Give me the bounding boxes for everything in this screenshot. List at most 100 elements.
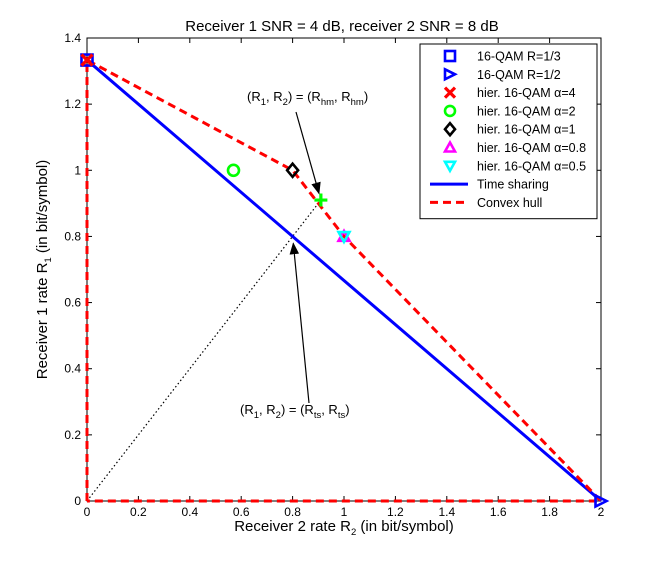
legend-entry: hier. 16-QAM α=2 [443,104,576,118]
x-tick-label: 0.8 [284,505,301,519]
data-lines [85,57,605,503]
x-tick-label: 1.4 [438,505,455,519]
legend-label: hier. 16-QAM α=4 [477,86,576,100]
y-tick-label: 1.4 [64,31,81,45]
legend-entry: hier. 16-QAM α=0.5 [442,159,586,174]
y-tick-label: 0.4 [64,362,81,376]
legend-label: 16-QAM R=1/2 [477,68,561,82]
annotation-hm-part: hm [321,97,334,108]
marker-triangle-down [336,230,352,245]
legend-box [419,43,598,220]
y-tick-label: 1.2 [64,97,81,111]
x-tick-label: 0.4 [181,505,198,519]
legend-label: hier. 16-QAM α=1 [477,123,576,137]
marker-triangle-down-shape [336,230,352,245]
annotation-ts-part: 1 [254,410,259,421]
x-tick-label: 1.6 [490,505,507,519]
legend-entry: hier. 16-QAM α=1 [443,121,576,138]
marker-diamond [285,161,300,179]
legend-label: Time sharing [477,178,549,192]
legend-swatch-triangle-up-shape [442,139,458,153]
x-tick-label: 0.2 [130,505,147,519]
x-axis-label-part: Receiver 2 rate R [234,518,351,535]
y-axis-label-part: (in bit/symbol) [34,160,51,258]
x-axis-label: Receiver 2 rate R2 (in bit/symbol) [234,518,454,538]
y-tick-label: 1 [74,163,81,177]
legend-swatch-triangle-right [443,67,458,82]
y-tick-label: 0.2 [64,428,81,442]
axes: 0 0.2 0.4 0.6 0.8 1 1.2 1.4 1.6 1.8 2 0 0.2 0.4 0.6 0.8… [34,31,605,538]
data-markers [80,53,610,509]
y-tick-label: 0 [74,494,81,508]
marker-square-shape [80,53,94,67]
legend-swatch-circle-shape [443,104,457,118]
legend-swatch-circle [443,104,457,118]
legend-swatch-square [443,49,457,63]
x-tick-label: 1.8 [541,505,558,519]
marker-circle [226,163,241,178]
legend-swatch-square-shape [443,49,457,63]
x-tick-label: 1.2 [387,505,404,519]
annotation-hm: (R1, R2) = (Rhm, Rhm) [247,89,368,108]
y-axis-label-group: Receiver 1 rate R1 (in bit/symbol) [34,160,54,380]
legend-label: hier. 16-QAM α=0.8 [477,141,586,155]
x-tick-label: 1 [341,505,348,519]
legend-swatch-x-shape [443,86,457,99]
annotation-hm-part: (R [247,89,261,104]
annotation-hm-part: 1 [261,97,266,108]
annotation-ts-part: ) = (R [281,402,314,417]
convex-hull-line [85,57,605,503]
legend-label: hier. 16-QAM α=0.5 [477,159,586,173]
legend-swatch-triangle-down-shape [442,160,458,174]
legend-swatch-diamond-shape [443,121,457,138]
marker-diamond-shape [285,161,300,179]
legend-entry: Time sharing [430,178,549,192]
legend-entry: hier. 16-QAM α=0.8 [442,139,586,155]
annotation-hm-part: hm [351,97,364,108]
legend-entry: 16-QAM R=1/3 [443,49,561,64]
legend-swatch-x [443,86,457,99]
y-tick-label: 0.6 [64,296,81,310]
marker-triangle-right-shape [594,493,610,509]
legend-entry: hier. 16-QAM α=4 [443,86,576,100]
annotation-hm-part: 2 [283,97,288,108]
legend-swatch-diamond [443,121,457,138]
time-sharing-line [86,58,602,503]
y-axis-label-part: 1 [43,257,54,262]
chart-title: Receiver 1 SNR = 4 dB, receiver 2 SNR = … [185,18,498,35]
annotation-hm-part: , R [266,89,283,104]
marker-square [80,53,94,67]
x-axis-label-part: (in bit/symbol) [356,518,454,535]
annotation-ts-part: , R [259,402,276,417]
annotation-ts: (R1, R2) = (Rts, Rts) [240,402,350,421]
annotation-ts-part: ts [314,410,322,421]
x-tick-label: 0.6 [233,505,250,519]
legend-swatch-triangle-down [442,160,458,174]
legend-entry: 16-QAM R=1/2 [443,67,561,82]
x-tick-label: 2 [598,505,605,519]
marker-hm-plus-shape [314,193,328,207]
annotation-arrow-ts [289,242,310,404]
y-tick-label: 0.8 [64,229,81,243]
annotations: (R1, R2) = (Rhm, Rhm)(R1, R2) = (Rts, Rt… [240,89,368,421]
annotation-ts-part: 2 [276,410,281,421]
annotation-ts-part: (R [240,402,254,417]
annotation-hm-part: , R [334,89,351,104]
legend-entry: Convex hull [430,196,542,210]
annotation-arrow-hm [295,111,321,195]
legend-swatch-triangle-right-shape [443,67,458,82]
legend-label: 16-QAM R=1/3 [477,50,561,64]
marker-triangle-right [594,493,610,509]
y-axis-label-part: Receiver 1 rate R [34,262,51,379]
x-axis-label-part: 2 [351,527,356,538]
marker-circle-shape [226,163,241,178]
x-tick-label: 0 [84,505,91,519]
legend-swatch-triangle-up [442,139,458,153]
annotation-ts-part: ) [345,402,349,417]
marker-hm-plus [314,193,328,207]
marker-x [80,53,94,67]
annotation-hm-part: ) [364,89,368,104]
annotation-ts-part: , R [321,402,338,417]
legend: 16-QAM R=1/3 16-QAM R=1/2 hier. 16-QAM α=4… [419,43,598,220]
